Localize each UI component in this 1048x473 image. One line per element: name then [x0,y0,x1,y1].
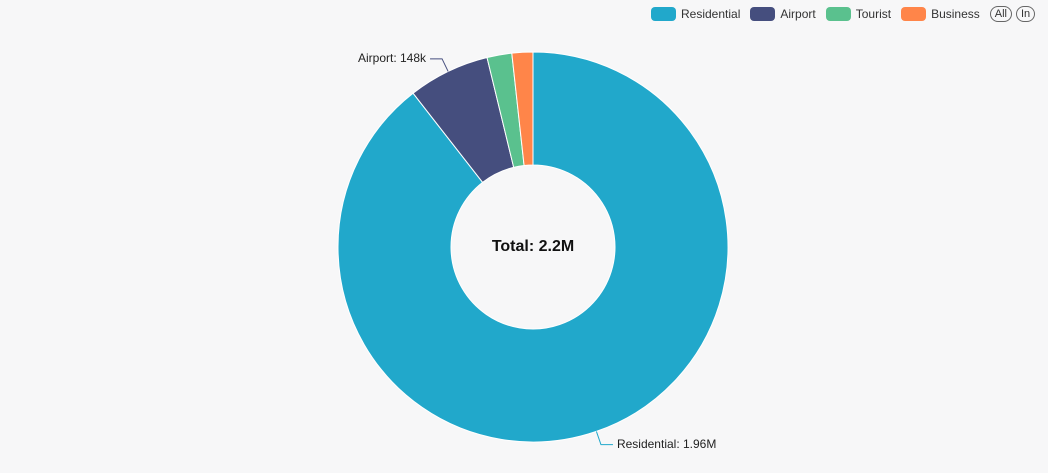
chart-legend: Residential Airport Tourist Business All… [651,5,1039,23]
legend-inverse-button[interactable]: In [1016,6,1036,22]
legend-label-tourist: Tourist [855,7,892,21]
slice-label-airport: Airport: 148k [358,51,427,65]
legend-item-airport[interactable]: Airport [750,7,816,21]
legend-label-airport: Airport [780,7,816,21]
slice-label-residential: Residential: 1.96M [617,437,716,451]
label-leader-airport [430,58,449,72]
slice-business[interactable] [511,51,534,167]
donut-slices [337,51,729,443]
legend-swatch-airport [750,7,776,21]
donut-center-label: Total: 2.2M [492,238,574,255]
legend-swatch-residential [651,7,676,21]
legend-item-business[interactable]: Business [901,7,980,21]
legend-item-residential[interactable]: Residential [651,7,740,21]
slice-labels: Residential: 1.96M Airport: 148k [358,51,716,451]
legend-swatch-tourist [825,7,851,21]
label-leader-residential [595,431,613,446]
legend-select-all-button[interactable]: All [989,6,1012,22]
legend-label-business: Business [931,7,980,21]
legend-label-residential: Residential [681,7,741,21]
legend-item-tourist[interactable]: Tourist [825,7,892,21]
legend-swatch-business [901,7,927,21]
slice-residential[interactable] [337,51,729,443]
